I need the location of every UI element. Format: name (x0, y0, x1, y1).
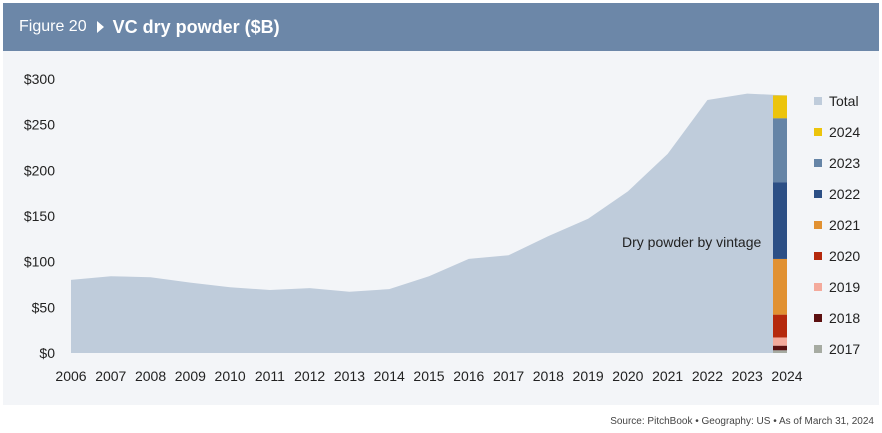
x-tick-label: 2011 (255, 368, 285, 384)
legend-label-2020: 2020 (829, 248, 860, 264)
x-tick-label: 2018 (533, 368, 564, 384)
bar-segment-2019 (773, 337, 787, 346)
legend-label-2019: 2019 (829, 279, 860, 295)
legend-swatch-2019 (814, 283, 822, 291)
annotation-label: Dry powder by vintage (622, 234, 762, 250)
legend-label-2018: 2018 (829, 310, 860, 326)
legend-label-2023: 2023 (829, 155, 860, 171)
y-tick-label: $300 (24, 71, 55, 87)
legend-swatch-2017 (814, 345, 822, 353)
legend-label-2024: 2024 (829, 124, 860, 140)
x-tick-label: 2007 (95, 368, 126, 384)
bar-segment-2020 (773, 314, 787, 338)
figure-number: Figure 20 (19, 18, 87, 35)
x-tick-label: 2015 (413, 368, 444, 384)
legend-swatch-2022 (814, 190, 822, 198)
legend-swatch-2018 (814, 314, 822, 322)
x-tick-label: 2016 (453, 368, 484, 384)
chart-panel: $0 $50 $100 $150 $200 $250 $300 2006 2007 2008 200… (3, 51, 879, 405)
legend-label-Total: Total (829, 93, 859, 109)
x-tick-label: 2013 (334, 368, 365, 384)
x-tick-label: 2022 (692, 368, 723, 384)
x-tick-label: 2024 (771, 368, 802, 384)
bar-segment-2018 (773, 345, 787, 351)
x-tick-label: 2019 (573, 368, 604, 384)
legend-swatch-Total (814, 97, 822, 105)
bar-segment-2017 (773, 350, 787, 353)
figure-header: Figure 20 VC dry powder ($B) (3, 3, 879, 51)
x-tick-label: 2020 (612, 368, 643, 384)
legend-label-2021: 2021 (829, 217, 860, 233)
y-tick-label: $100 (24, 254, 55, 270)
legend-swatch-2020 (814, 252, 822, 260)
bar-segment-2024 (773, 95, 787, 119)
area-total (71, 93, 787, 354)
chart-title: VC dry powder ($B) (112, 16, 280, 37)
bar-segment-2023 (773, 118, 787, 183)
x-tick-label: 2006 (55, 368, 86, 384)
x-tick-label: 2014 (374, 368, 405, 384)
y-tick-label: $250 (24, 117, 55, 133)
triangle-right-icon (96, 21, 104, 33)
chart-svg: $0 $50 $100 $150 $200 $250 $300 2006 2007 2008 200… (24, 71, 861, 384)
x-tick-label: 2017 (493, 368, 524, 384)
y-tick-label: $50 (32, 299, 56, 315)
x-tick-label: 2012 (294, 368, 325, 384)
bar-segment-2022 (773, 182, 787, 259)
legend-label-2017: 2017 (829, 341, 860, 357)
x-tick-label: 2021 (652, 368, 683, 384)
x-tick-label: 2010 (215, 368, 246, 384)
y-tick-label: $0 (39, 345, 55, 361)
x-tick-label: 2009 (175, 368, 206, 384)
y-tick-label: $200 (24, 162, 55, 178)
x-tick-label: 2023 (732, 368, 763, 384)
y-tick-label: $150 (24, 208, 55, 224)
source-note: Source: PitchBook • Geography: US • As o… (610, 416, 874, 427)
legend-swatch-2024 (814, 128, 822, 136)
x-tick-label: 2008 (135, 368, 166, 384)
legend-swatch-2023 (814, 159, 822, 167)
legend-label-2022: 2022 (829, 186, 860, 202)
legend-swatch-2021 (814, 221, 822, 229)
bar-segment-2021 (773, 258, 787, 315)
